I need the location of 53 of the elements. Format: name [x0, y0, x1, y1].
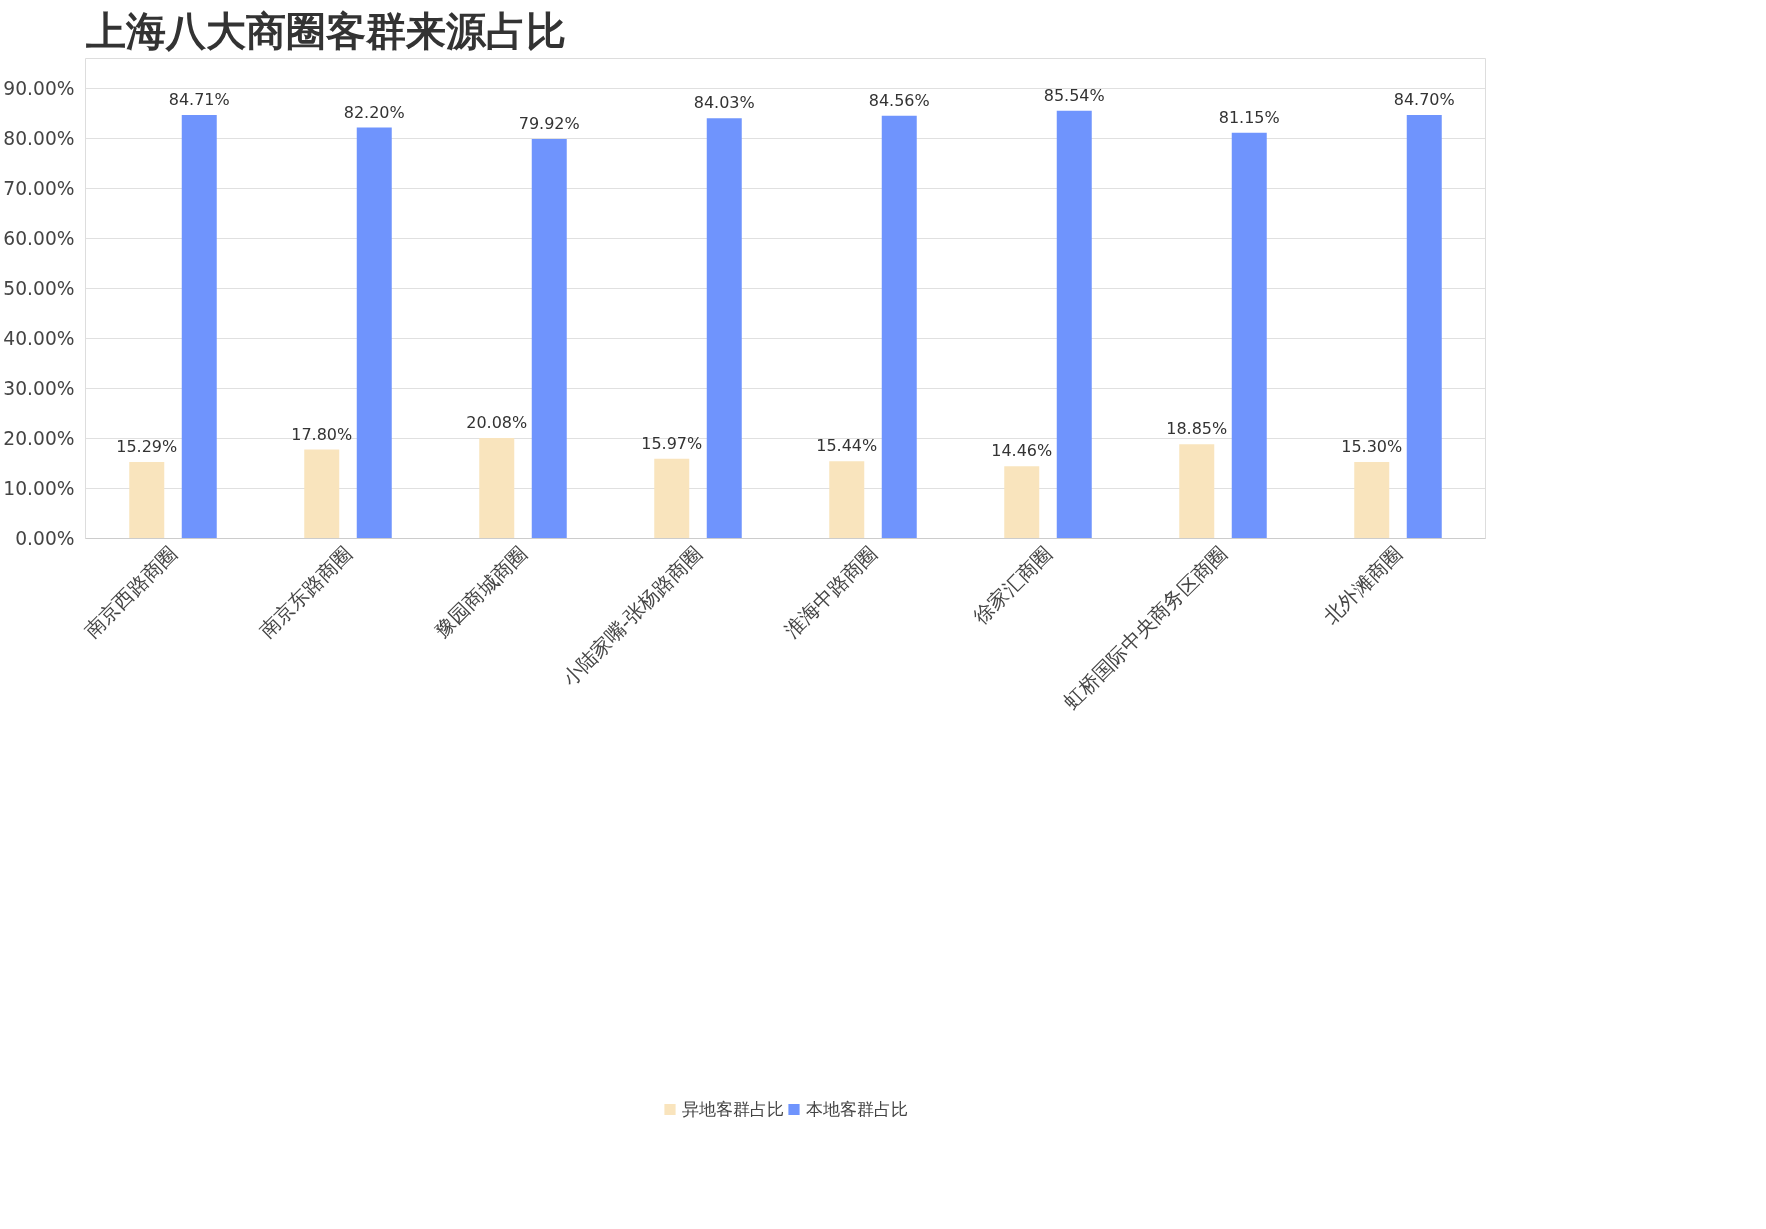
data-label: 20.08% — [466, 413, 528, 433]
bar — [829, 461, 865, 539]
bar — [1056, 110, 1092, 539]
bar — [479, 438, 515, 539]
bar — [129, 462, 165, 539]
bar — [304, 449, 340, 539]
data-label: 15.97% — [641, 433, 703, 453]
bar — [1354, 462, 1390, 539]
y-tick-label: 80.00% — [3, 128, 75, 149]
bar — [1406, 115, 1442, 539]
chart-title: 上海八大商圈客群来源占比 — [85, 7, 566, 54]
x-tick-label: 南京东路商圈 — [254, 541, 357, 643]
x-tick-label: 虹桥国际中央商务区商圈 — [1058, 541, 1232, 714]
y-tick-label: 20.00% — [3, 428, 75, 449]
data-label: 79.92% — [518, 113, 580, 133]
bar — [1179, 444, 1215, 539]
data-label: 85.54% — [1043, 85, 1105, 105]
y-tick-label: 50.00% — [3, 278, 75, 299]
bar — [1231, 132, 1267, 539]
legend-label: 本地客群占比 — [805, 1098, 908, 1121]
data-label: 84.03% — [693, 93, 755, 113]
y-tick-label: 30.00% — [3, 378, 75, 399]
bar — [1004, 466, 1040, 539]
bar — [356, 127, 392, 539]
x-tick-label: 小陆家嘴-张杨路商圈 — [557, 541, 707, 691]
data-label: 84.56% — [868, 90, 930, 110]
y-tick-label: 60.00% — [3, 228, 75, 249]
y-tick-label: 70.00% — [3, 178, 75, 199]
y-tick-label: 40.00% — [3, 328, 75, 349]
y-tick-label: 10.00% — [3, 478, 75, 499]
data-label: 18.85% — [1166, 419, 1228, 439]
x-tick-label: 南京西路商圈 — [79, 541, 182, 643]
data-label: 82.20% — [343, 102, 405, 122]
x-tick-label: 淮海中路商圈 — [779, 541, 882, 643]
bar — [654, 458, 690, 539]
y-tick-label: 0.00% — [15, 528, 75, 549]
data-label: 15.44% — [816, 436, 878, 456]
data-label: 84.70% — [1393, 90, 1455, 109]
data-label: 17.80% — [291, 424, 353, 444]
data-label: 15.30% — [1341, 437, 1403, 456]
data-label: 81.15% — [1218, 107, 1280, 127]
legend-label: 异地客群占比 — [681, 1098, 784, 1121]
y-tick-label: 90.00% — [3, 78, 75, 99]
data-label: 15.29% — [116, 437, 178, 457]
x-tick-label: 徐家汇商圈 — [968, 541, 1057, 629]
x-tick-label: 豫园商城商圈 — [429, 541, 532, 643]
bar — [881, 115, 917, 539]
bar — [181, 114, 217, 539]
x-tick-label: 北外滩商圈 — [1318, 541, 1407, 629]
data-label: 84.71% — [168, 89, 230, 109]
bar — [706, 118, 742, 539]
data-label: 14.46% — [991, 441, 1053, 461]
bar — [531, 138, 567, 539]
